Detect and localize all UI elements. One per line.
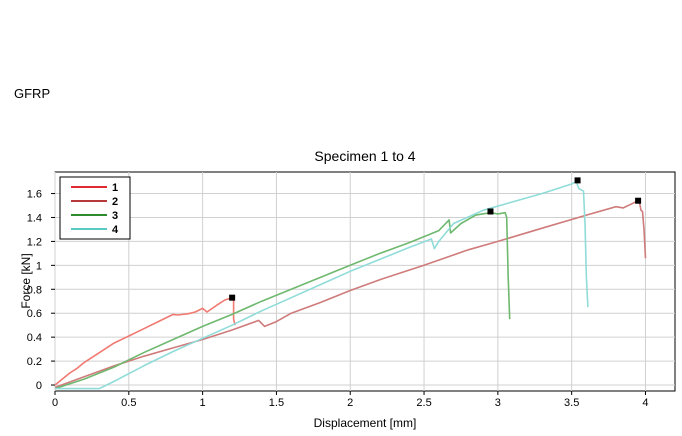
y-tick-label: 0: [36, 380, 42, 392]
x-tick-label: 0.5: [121, 397, 136, 409]
legend: 1 2 3 4: [59, 176, 131, 240]
x-tick-label: 4: [642, 397, 648, 409]
x-tick-label: 0: [52, 397, 58, 409]
failure-marker-3: [487, 208, 494, 215]
series-line-3: [54, 211, 511, 390]
legend-label-3: 3: [112, 210, 118, 222]
legend-items: 1 2 3 4: [71, 182, 119, 236]
grid-lines: [54, 172, 675, 391]
failure-marker-1: [229, 294, 236, 301]
x-tick-label: 1: [200, 397, 206, 409]
x-axis-label: Displacement [mm]: [314, 416, 417, 430]
chart-title: Specimen 1 to 4: [314, 148, 415, 164]
x-tick-label: 3.5: [564, 397, 579, 409]
y-tick-label: 0.6: [27, 308, 42, 320]
x-tick-label: 2: [347, 397, 353, 409]
page-label: GFRP: [14, 86, 51, 101]
y-tick-label: 1: [36, 260, 42, 272]
legend-label-2: 2: [112, 196, 118, 208]
failure-marker-4: [574, 177, 581, 184]
failure-marker-2: [635, 197, 642, 204]
x-tick-label: 1.5: [269, 397, 284, 409]
legend-label-4: 4: [112, 224, 119, 236]
series-line-1: [54, 296, 236, 386]
y-tick-label: 0.2: [27, 356, 42, 368]
failure-markers: [229, 177, 642, 301]
legend-label-1: 1: [112, 182, 118, 194]
y-tick-label: 1.2: [27, 236, 42, 248]
y-tick-label: 1.6: [27, 189, 42, 201]
y-tick-label: 0.4: [27, 332, 42, 344]
y-axis-label: Force [kN]: [19, 253, 33, 308]
axis-ticks: 0 0.5 1 1.5 2 2.5 3 3.5 4 0 0.2 0.4 0.6 0.8 1 1.2 1.4 1.6: [27, 189, 649, 409]
x-tick-label: 3: [495, 397, 501, 409]
x-tick-label: 2.5: [416, 397, 431, 409]
y-tick-label: 1.4: [27, 212, 42, 224]
plot-area: [54, 171, 676, 392]
series-line-4: [55, 180, 589, 390]
y-tick-label: 0.8: [27, 284, 42, 296]
